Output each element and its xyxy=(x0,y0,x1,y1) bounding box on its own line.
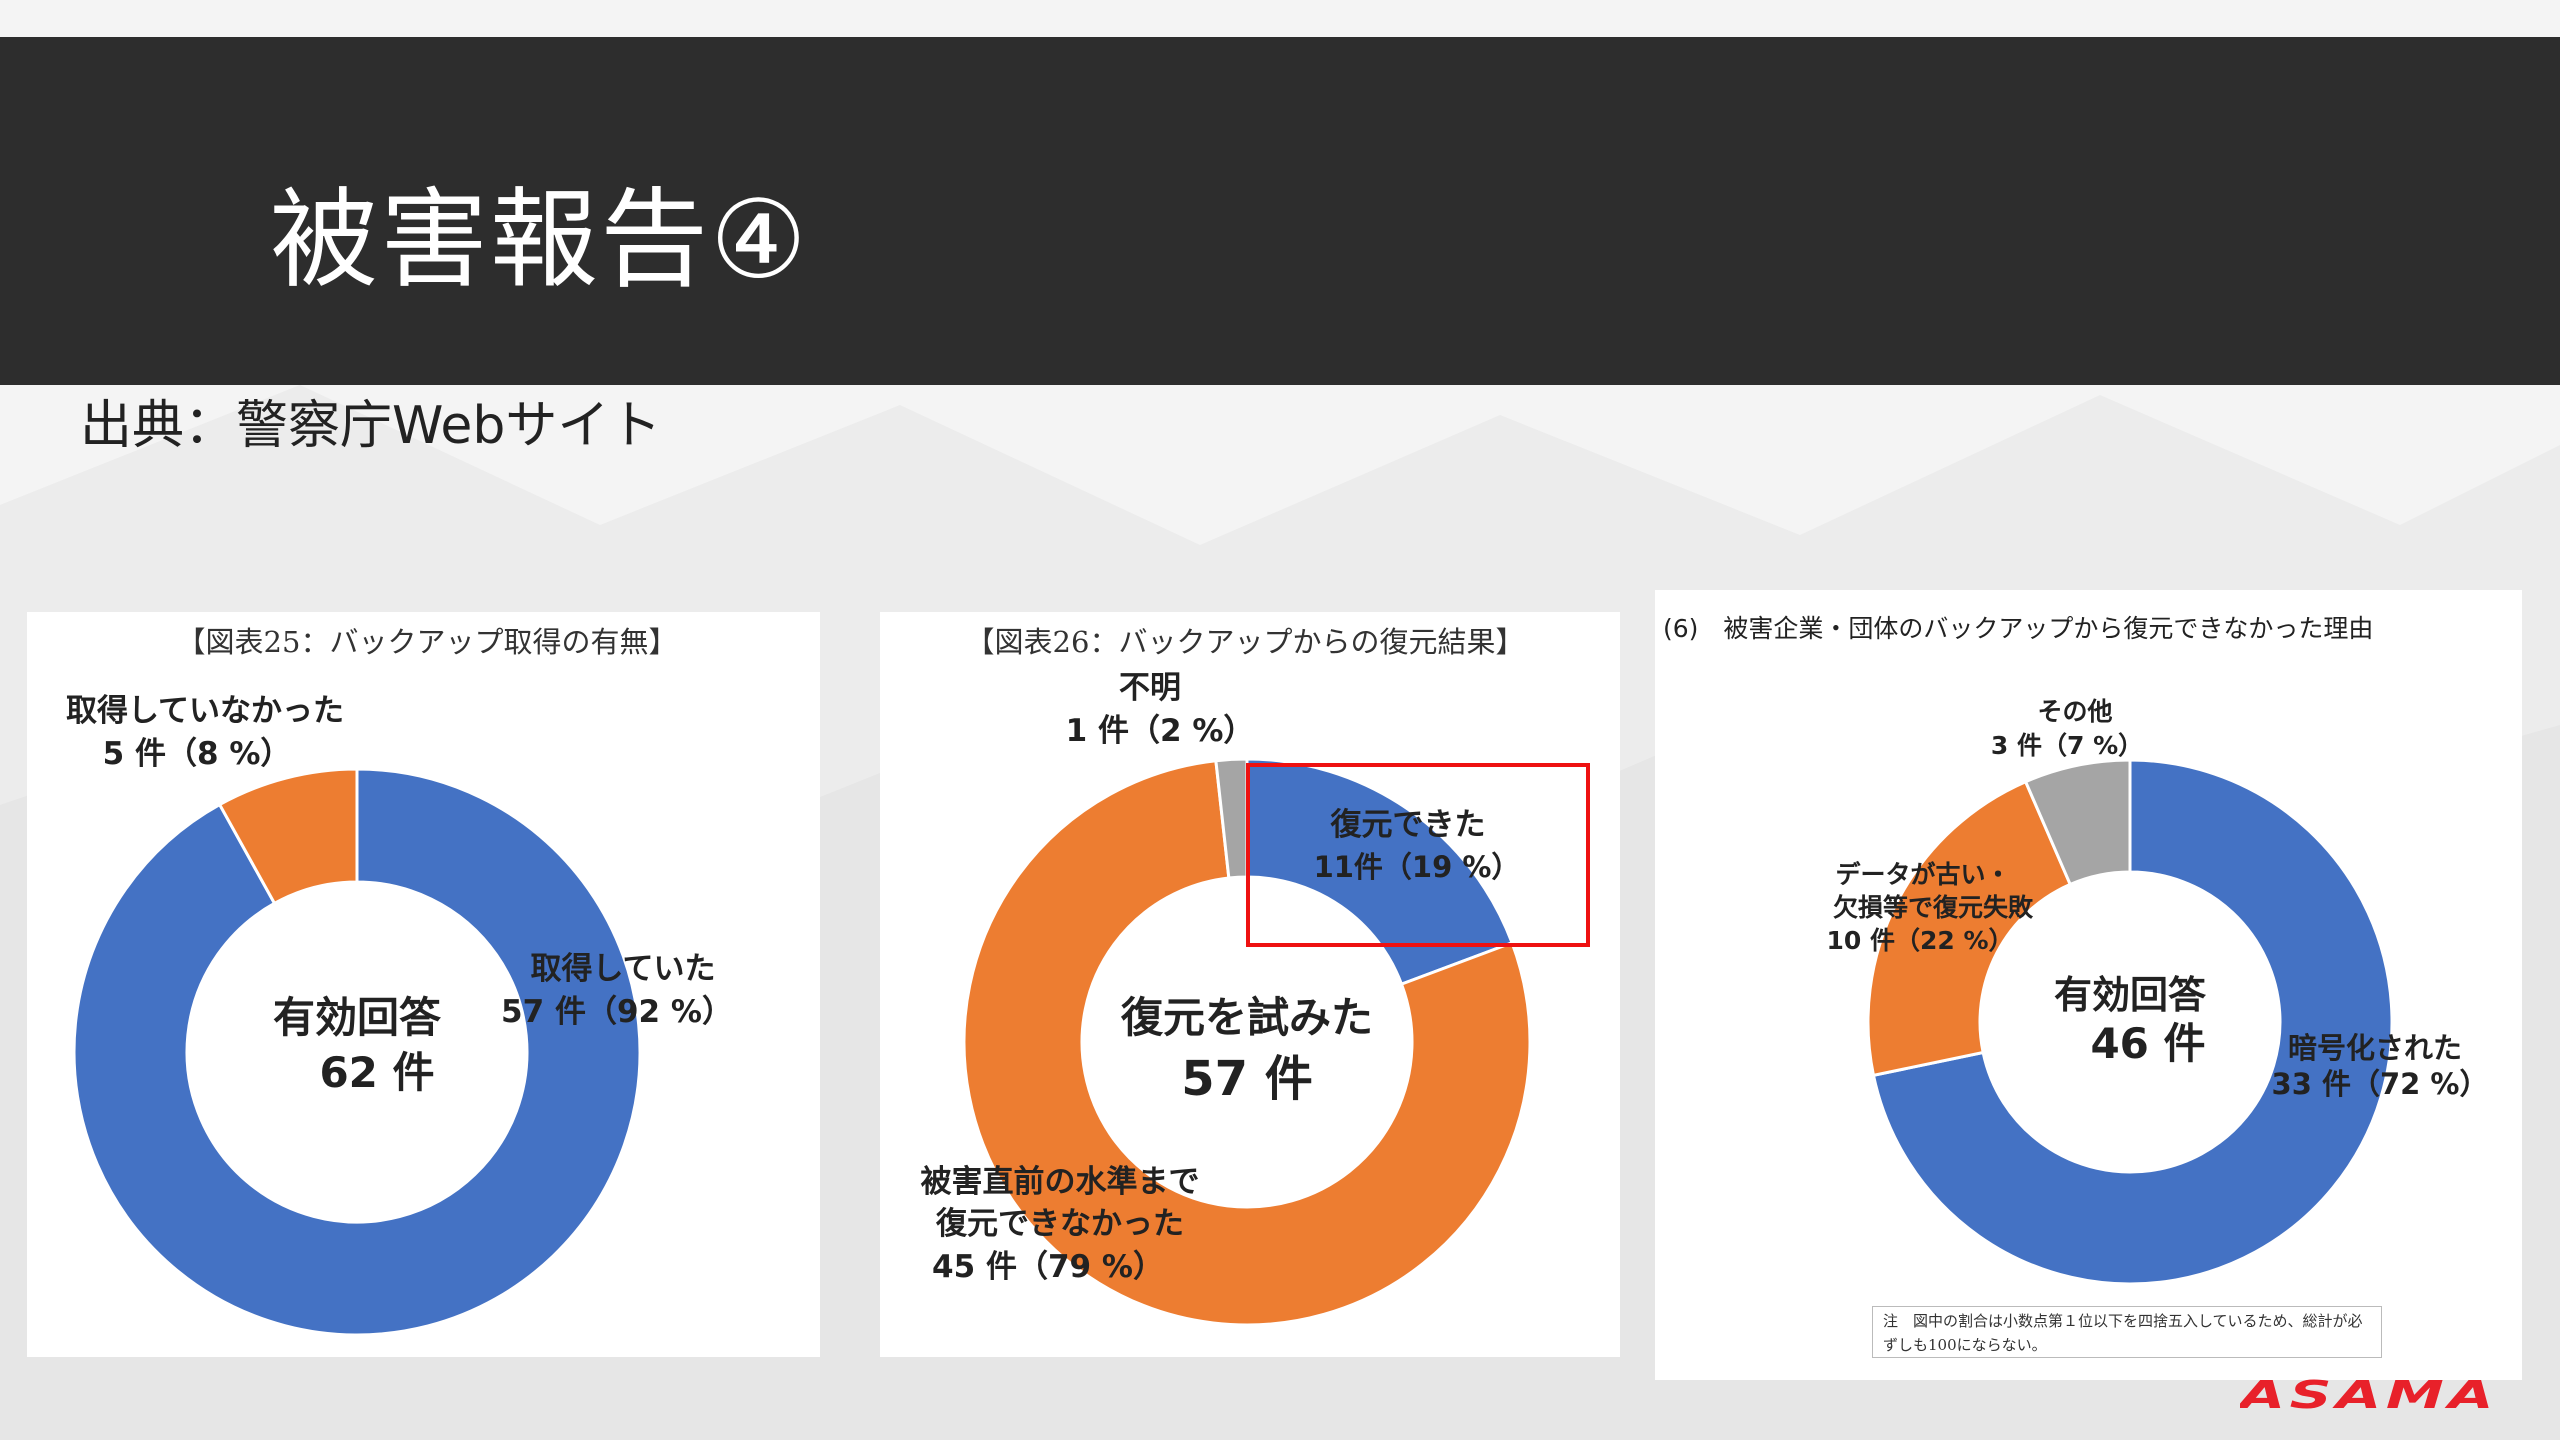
center-label-line2: 62 件 xyxy=(319,1048,434,1097)
slice-label-not-acquired: 取得していなかった xyxy=(66,693,344,729)
slice-value-acquired: 57 件（92 %） xyxy=(501,994,733,1030)
donut-slice-1 xyxy=(962,759,1532,1327)
center-label-line2: 46 件 xyxy=(2090,1019,2205,1068)
donut-slices xyxy=(72,767,642,1337)
donut-slices xyxy=(1866,758,2394,1286)
slice-label-encrypted: 暗号化された xyxy=(2288,1031,2462,1065)
slice-label-not-restored-line1: 被害直前の水準まで xyxy=(921,1164,1200,1200)
donut-slice-0 xyxy=(1871,758,2394,1286)
page-title: 被害報告④ xyxy=(270,178,809,303)
title-bar: 被害報告④ xyxy=(0,37,2560,385)
slice-label-data-old-line2: 欠損等で復元失敗 xyxy=(1833,893,2034,922)
donut-chart-backup-acquisition: 【図表25：バックアップ取得の有無】 有効回答 62 件 取得していた 57 件… xyxy=(66,625,733,1337)
highlight-box xyxy=(1246,763,1590,947)
center-label-line1: 有効回答 xyxy=(2054,973,2207,1017)
slice-label-not-restored-line2: 復元できなかった xyxy=(935,1206,1184,1242)
slice-value-unknown: 1 件（2 %） xyxy=(1066,713,1255,749)
chart-panel-restore-result: 【図表26：バックアップからの復元結果】 復元を試みた 57 件 復元できた 1… xyxy=(880,612,1620,1357)
chart-title: 【図表26：バックアップからの復元結果】 xyxy=(966,625,1525,659)
donut-slice-0 xyxy=(72,767,642,1337)
donut-chart-restore-result: 【図表26：バックアップからの復元結果】 復元を試みた 57 件 復元できた 1… xyxy=(921,625,1590,1327)
chart-title: 【図表25：バックアップ取得の有無】 xyxy=(177,625,678,659)
center-label-line1: 有効回答 xyxy=(273,993,442,1042)
slice-value-restored: 11件（19 %） xyxy=(1314,850,1521,884)
donut-slice-1 xyxy=(217,767,359,906)
source-caption: 出典：警察庁Webサイト xyxy=(80,396,662,456)
slice-label-other: その他 xyxy=(2037,697,2112,726)
slice-label-acquired: 取得していた xyxy=(530,951,715,987)
donut-slice-0 xyxy=(1245,757,1514,987)
center-label-line1: 復元を試みた xyxy=(1120,993,1373,1042)
slice-label-unknown: 不明 xyxy=(1119,670,1181,706)
slice-value-data-old: 10 件（22 %） xyxy=(1826,926,2013,955)
chart-footnote: 注 図中の割合は小数点第１位以下を四捨五入しているため、総計が必ずしも100にな… xyxy=(1872,1306,2382,1358)
slice-value-other: 3 件（7 %） xyxy=(1991,731,2143,760)
slice-value-not-acquired: 5 件（8 %） xyxy=(103,736,292,772)
center-label-line2: 57 件 xyxy=(1181,1051,1313,1107)
chart-title: (6) 被害企業・団体のバックアップから復元できなかった理由 xyxy=(1663,614,2373,643)
asama-logo: ASAMA xyxy=(2240,1378,2498,1412)
slice-value-encrypted: 33 件（72 %） xyxy=(2272,1067,2489,1101)
slice-value-not-restored: 45 件（79 %） xyxy=(932,1249,1164,1285)
slice-label-data-old-line1: データが古い・ xyxy=(1835,860,2010,889)
chart-panel-backup-acquisition: 【図表25：バックアップ取得の有無】 有効回答 62 件 取得していた 57 件… xyxy=(27,612,820,1357)
donut-chart-restore-failure-reasons: (6) 被害企業・団体のバックアップから復元できなかった理由 有効回答 46 件… xyxy=(1663,614,2489,1286)
donut-slice-1 xyxy=(1866,779,2073,1078)
chart-panel-restore-failure-reasons: (6) 被害企業・団体のバックアップから復元できなかった理由 有効回答 46 件… xyxy=(1655,590,2522,1380)
donut-slice-2 xyxy=(2023,758,2132,887)
slice-label-restored: 復元できた xyxy=(1330,807,1486,843)
svg-text:ASAMA: ASAMA xyxy=(2240,1378,2498,1412)
